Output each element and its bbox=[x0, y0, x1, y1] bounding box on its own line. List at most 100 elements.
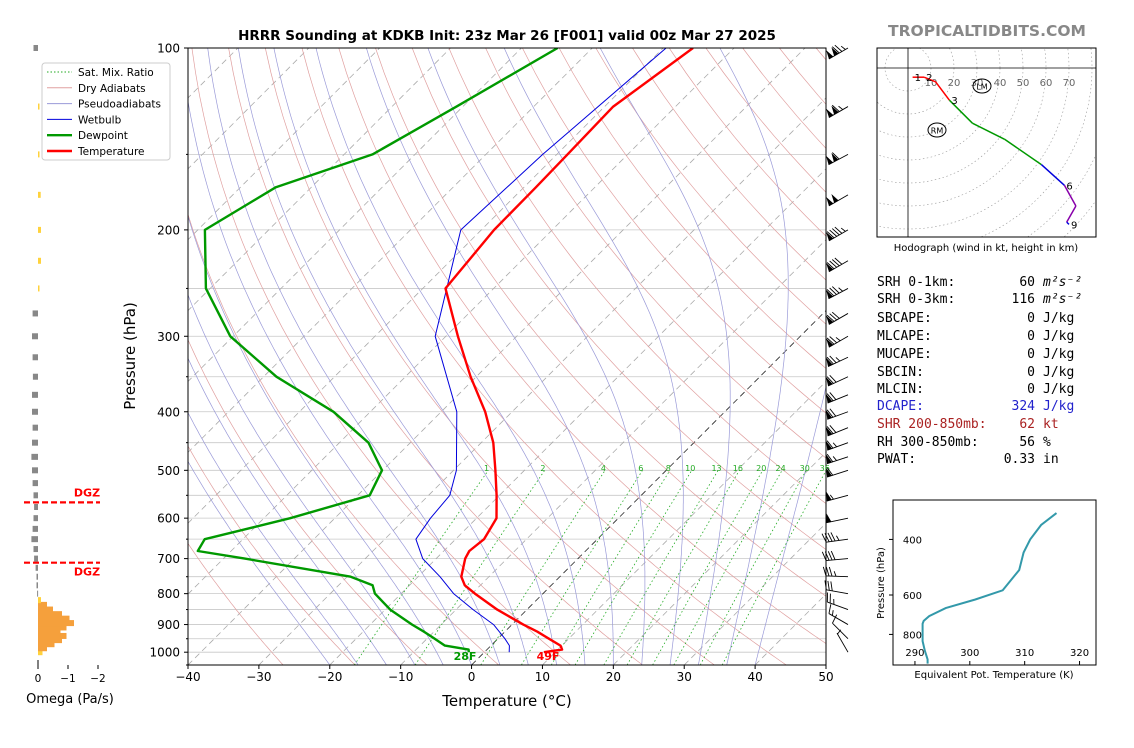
wind-barb bbox=[826, 408, 849, 420]
mixing-ratio-line bbox=[652, 470, 764, 665]
hodograph-segment bbox=[934, 81, 951, 101]
legend-label: Wetbulb bbox=[78, 114, 122, 126]
wind-barb bbox=[836, 629, 849, 653]
isotherm bbox=[825, 664, 826, 665]
stat-unit-mlcin: J/kg bbox=[1043, 382, 1074, 397]
storm-motion-marker bbox=[972, 78, 992, 94]
dry-adiabat bbox=[522, 48, 826, 414]
stat-unit-sbcape: J/kg bbox=[1043, 311, 1074, 326]
x-tick-label: −40 bbox=[175, 670, 200, 684]
hodograph-height-label: 9 bbox=[1071, 220, 1077, 231]
omega-bar bbox=[38, 615, 70, 622]
moist-adiabat bbox=[366, 48, 614, 665]
skewt-plot: −40 −30 −20 −10 0 10 20 30 40 5010020030040050060… bbox=[121, 42, 834, 711]
omega-bar bbox=[34, 503, 38, 510]
stat-label-mlcin: MLCIN: bbox=[877, 382, 924, 397]
dry-adiabat bbox=[188, 445, 356, 665]
wind-barb bbox=[832, 614, 849, 640]
storm-motion-label: LM bbox=[976, 83, 987, 92]
stat-unit-srh03: m²s⁻² bbox=[1042, 292, 1082, 307]
omega-bar bbox=[38, 645, 47, 652]
y-tick-label: 600 bbox=[157, 512, 180, 526]
hodograph-segment bbox=[1004, 138, 1042, 166]
stat-unit-srh01: m²s⁻² bbox=[1042, 275, 1082, 290]
hodograph-height-label: 1 bbox=[915, 73, 921, 84]
thetae-x-tick-label: 290 bbox=[905, 648, 924, 659]
stat-label-shr: SHR 200-850mb: bbox=[877, 417, 987, 432]
dgz-label: DGZ bbox=[74, 566, 100, 579]
omega-bar bbox=[38, 632, 67, 639]
dry-adiabat bbox=[228, 48, 643, 665]
hodograph-segment bbox=[1063, 184, 1077, 207]
stat-label-mlcape: MLCAPE: bbox=[877, 329, 932, 344]
stat-value-mucape: 0 bbox=[1027, 347, 1035, 362]
legend-label: Temperature bbox=[77, 146, 145, 158]
wind-barb bbox=[826, 467, 849, 478]
hodograph-ring-label: 50 bbox=[1017, 78, 1030, 89]
moist-adiabat bbox=[427, 48, 646, 665]
isotherm bbox=[258, 97, 826, 665]
omega-bar bbox=[38, 151, 40, 158]
dgz-label: DGZ bbox=[74, 486, 100, 499]
stat-unit-dcape: J/kg bbox=[1043, 399, 1074, 414]
y-tick-label: 700 bbox=[157, 552, 180, 566]
hodograph-segment bbox=[1066, 205, 1077, 223]
omega-bar bbox=[38, 637, 62, 644]
stat-label-sbcin: SBCIN: bbox=[877, 365, 924, 380]
x-tick-label: −20 bbox=[317, 670, 342, 684]
mixing-ratio-label: 2 bbox=[540, 464, 545, 473]
mixing-ratio-line bbox=[414, 470, 546, 665]
stat-unit-rh: % bbox=[1043, 435, 1051, 450]
omega-bar bbox=[38, 649, 43, 656]
omega-bar bbox=[32, 480, 38, 487]
mixing-ratio-line bbox=[574, 470, 693, 665]
mixing-ratio-line bbox=[721, 470, 826, 665]
hodograph-height-label: 3 bbox=[951, 96, 957, 107]
legend-label: Dewpoint bbox=[78, 130, 128, 142]
thetae-x-tick-label: 320 bbox=[1070, 648, 1089, 659]
wind-barb bbox=[826, 425, 849, 437]
hodograph-ring-label: 10 bbox=[925, 78, 938, 89]
stat-value-rh: 56 bbox=[1019, 435, 1035, 450]
chart-title: HRRR Sounding at KDKB Init: 23z Mar 26 [… bbox=[238, 28, 776, 44]
wind-barb bbox=[826, 257, 849, 273]
dry-adiabat bbox=[779, 48, 826, 105]
stat-label-pwat: PWAT: bbox=[877, 452, 916, 467]
dry-adiabat bbox=[188, 338, 428, 665]
omega-bar bbox=[33, 492, 38, 499]
x-tick-label: 30 bbox=[677, 670, 692, 684]
stat-label-rh: RH 300-850mb: bbox=[877, 435, 979, 450]
temperature-line bbox=[444, 48, 694, 654]
stat-label-sbcape: SBCAPE: bbox=[877, 311, 932, 326]
omega-bar bbox=[38, 620, 74, 627]
wind-barb bbox=[826, 104, 849, 118]
omega-bar bbox=[38, 641, 55, 648]
y-tick-label: 800 bbox=[157, 587, 180, 601]
hodograph-segment bbox=[948, 99, 973, 124]
stat-unit-shr: kt bbox=[1043, 417, 1059, 432]
legend-label: Sat. Mix. Ratio bbox=[78, 67, 154, 79]
mixing-ratio-label: 8 bbox=[666, 464, 671, 473]
moist-adiabat bbox=[315, 48, 586, 665]
mixing-ratio-label: 20 bbox=[756, 464, 766, 473]
skewt-frame bbox=[187, 47, 827, 666]
dry-adiabat bbox=[188, 542, 284, 665]
hodograph-segment bbox=[972, 122, 1005, 140]
wind-barb bbox=[822, 566, 849, 578]
hodograph-height-label: 6 bbox=[1066, 181, 1072, 192]
omega-bar bbox=[38, 257, 41, 264]
omega-bar bbox=[38, 103, 40, 110]
stat-value-dcape: 324 bbox=[1012, 399, 1036, 414]
mixing-ratio-label: 1 bbox=[484, 464, 489, 473]
stat-value-pwat: 0.33 bbox=[1004, 452, 1035, 467]
wetbulb-line bbox=[415, 48, 667, 653]
x-tick-label: 20 bbox=[606, 670, 621, 684]
omega-bar bbox=[32, 467, 38, 474]
stat-value-sbcape: 0 bbox=[1027, 311, 1035, 326]
isotherm bbox=[613, 451, 826, 665]
x-axis-label: Temperature (°C) bbox=[441, 692, 571, 710]
dry-adiabat bbox=[264, 48, 715, 665]
stat-value-shr: 62 bbox=[1019, 417, 1035, 432]
moist-adiabat bbox=[188, 460, 331, 665]
omega-bar bbox=[31, 453, 38, 460]
